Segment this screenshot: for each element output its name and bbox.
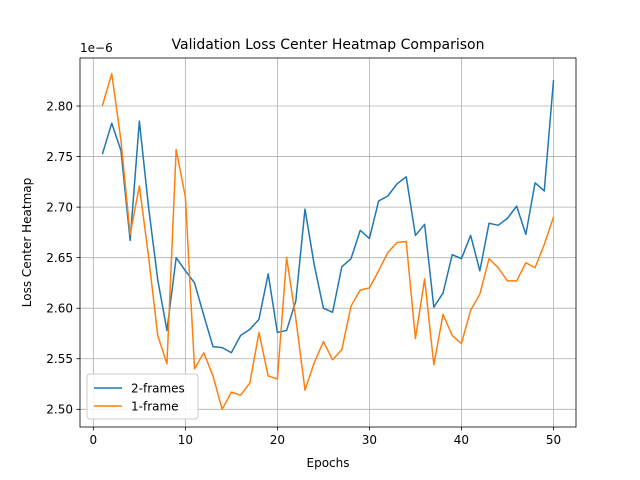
legend-label-1: 1-frame — [131, 399, 179, 413]
y-tick-label: 2.70 — [46, 200, 73, 214]
x-tick-label: 40 — [454, 433, 469, 447]
y-tick-label: 2.60 — [46, 302, 73, 316]
plot-frame — [79, 57, 577, 428]
y-tick-label: 2.50 — [46, 403, 73, 417]
chart-title: Validation Loss Center Heatmap Compariso… — [172, 37, 485, 53]
series-line-1 — [101, 72, 555, 411]
x-tick-label: 10 — [178, 433, 193, 447]
series-line-0 — [101, 79, 555, 354]
x-tick-label: 0 — [90, 433, 98, 447]
y-tick-label: 2.80 — [46, 99, 73, 113]
y-axis-label: Loss Center Heatmap — [20, 178, 34, 307]
series-lines — [101, 72, 555, 411]
x-tick-label: 30 — [362, 433, 377, 447]
y-tick-label: 2.75 — [46, 150, 73, 164]
x-tick-label: 50 — [546, 433, 561, 447]
y-tick-label: 2.55 — [46, 352, 73, 366]
legend-label-0: 2-frames — [131, 381, 185, 395]
axis-ticks: 0 10 20 30 40 50 2.50 2.55 2.60 2.65 2.70 2.75 2.80 — [46, 99, 561, 447]
legend-box — [86, 373, 199, 420]
y-axis-offset-label: 1e−6 — [80, 41, 113, 55]
legend: 2-frames 1-frame — [86, 373, 199, 420]
x-axis-label: Epochs — [307, 456, 350, 470]
y-tick-label: 2.65 — [46, 251, 73, 265]
x-tick-label: 20 — [270, 433, 285, 447]
